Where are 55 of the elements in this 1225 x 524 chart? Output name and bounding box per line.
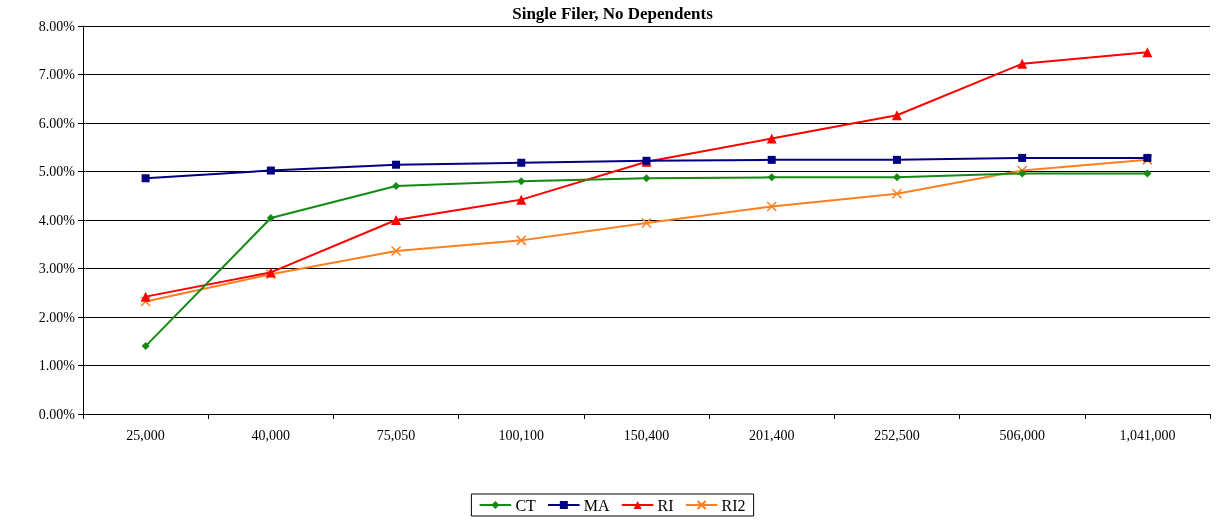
legend-label: MA xyxy=(583,496,611,514)
point xyxy=(892,173,901,182)
x-tick-label: 100,100 xyxy=(498,427,545,443)
point xyxy=(390,245,402,257)
point xyxy=(266,166,275,175)
point xyxy=(642,174,651,183)
point xyxy=(516,235,527,246)
point xyxy=(516,194,527,205)
x-tick-label: 1,041,000 xyxy=(1119,427,1176,443)
point xyxy=(140,291,151,302)
point xyxy=(1016,165,1028,176)
x-tick-label: 40,000 xyxy=(251,427,291,443)
y-tick-label: 7.00% xyxy=(38,67,76,82)
point xyxy=(1142,154,1153,166)
legend-label: CT xyxy=(515,496,537,514)
point xyxy=(392,160,401,169)
x-tick-label: 75,050 xyxy=(376,427,416,443)
x-tick-label: 25,000 xyxy=(126,427,165,443)
y-tick-label: 2.00% xyxy=(38,309,76,325)
point xyxy=(1018,153,1027,162)
point xyxy=(141,342,150,351)
point xyxy=(766,201,777,212)
point xyxy=(767,155,776,164)
y-tick-label: 4.00% xyxy=(38,212,76,228)
point xyxy=(891,110,902,121)
x-tick-label: 201,400 xyxy=(748,427,795,443)
point xyxy=(1142,47,1153,58)
y-tick-label: 3.00% xyxy=(38,261,76,276)
point xyxy=(1143,169,1152,178)
point xyxy=(391,215,402,225)
chart-title: Single Filer, No Dependents xyxy=(512,4,714,23)
point xyxy=(1018,169,1027,178)
y-tick-label: 8.00% xyxy=(38,18,76,34)
point xyxy=(517,177,526,186)
x-tick-label: 506,000 xyxy=(999,427,1045,443)
point xyxy=(891,188,903,200)
legend-label: RI xyxy=(657,496,674,514)
point xyxy=(392,182,401,191)
y-tick-label: 0.00% xyxy=(38,406,76,422)
y-tick-label: 6.00% xyxy=(38,115,76,131)
y-tick-label: 5.00% xyxy=(38,164,76,179)
point xyxy=(892,155,901,164)
point xyxy=(1143,153,1152,162)
point xyxy=(266,214,275,223)
x-tick-label: 150,400 xyxy=(623,427,670,443)
point xyxy=(767,173,776,182)
point xyxy=(517,158,526,167)
x-tick-label: 252,500 xyxy=(874,427,920,443)
legend-label: RI2 xyxy=(721,496,746,514)
point xyxy=(140,296,151,307)
point xyxy=(766,133,777,144)
point xyxy=(641,217,652,229)
point xyxy=(141,174,150,183)
point xyxy=(1017,58,1028,69)
y-tick-label: 1.00% xyxy=(38,358,76,373)
